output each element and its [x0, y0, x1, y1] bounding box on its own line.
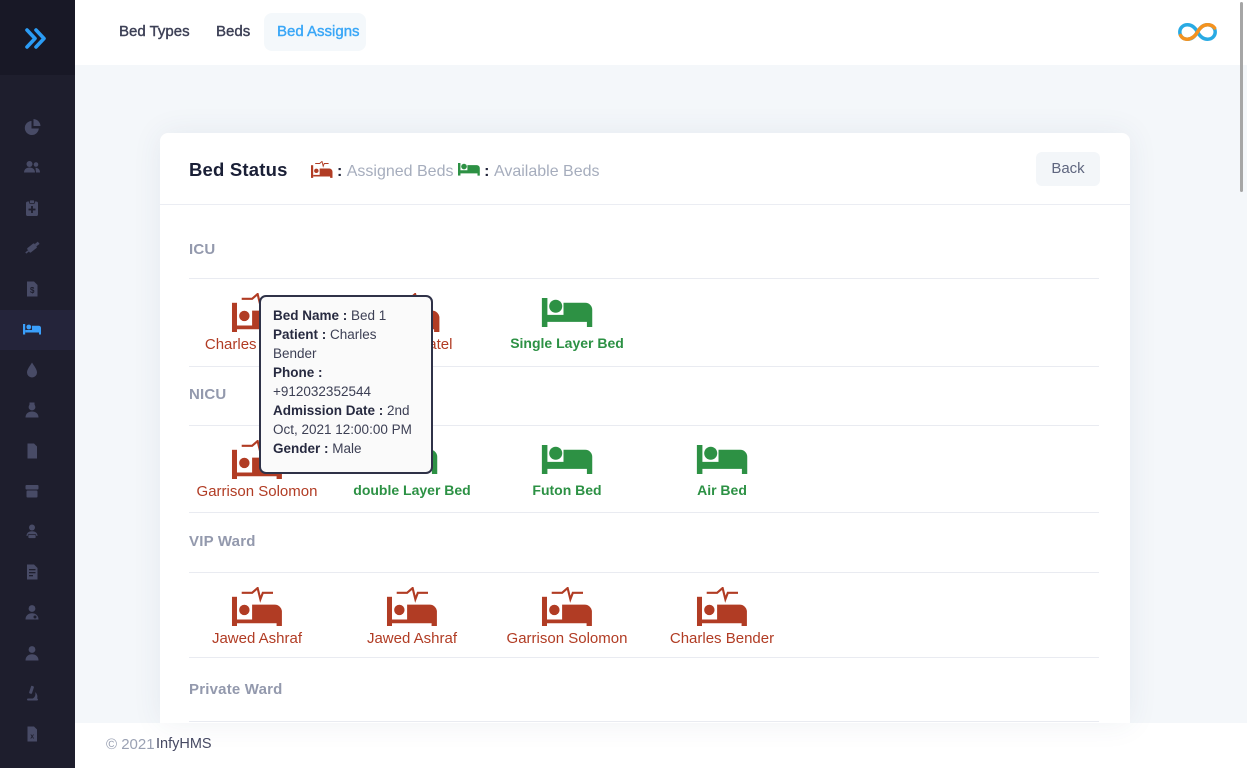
svg-text:x: x [30, 734, 34, 741]
svg-text:$: $ [30, 286, 35, 295]
